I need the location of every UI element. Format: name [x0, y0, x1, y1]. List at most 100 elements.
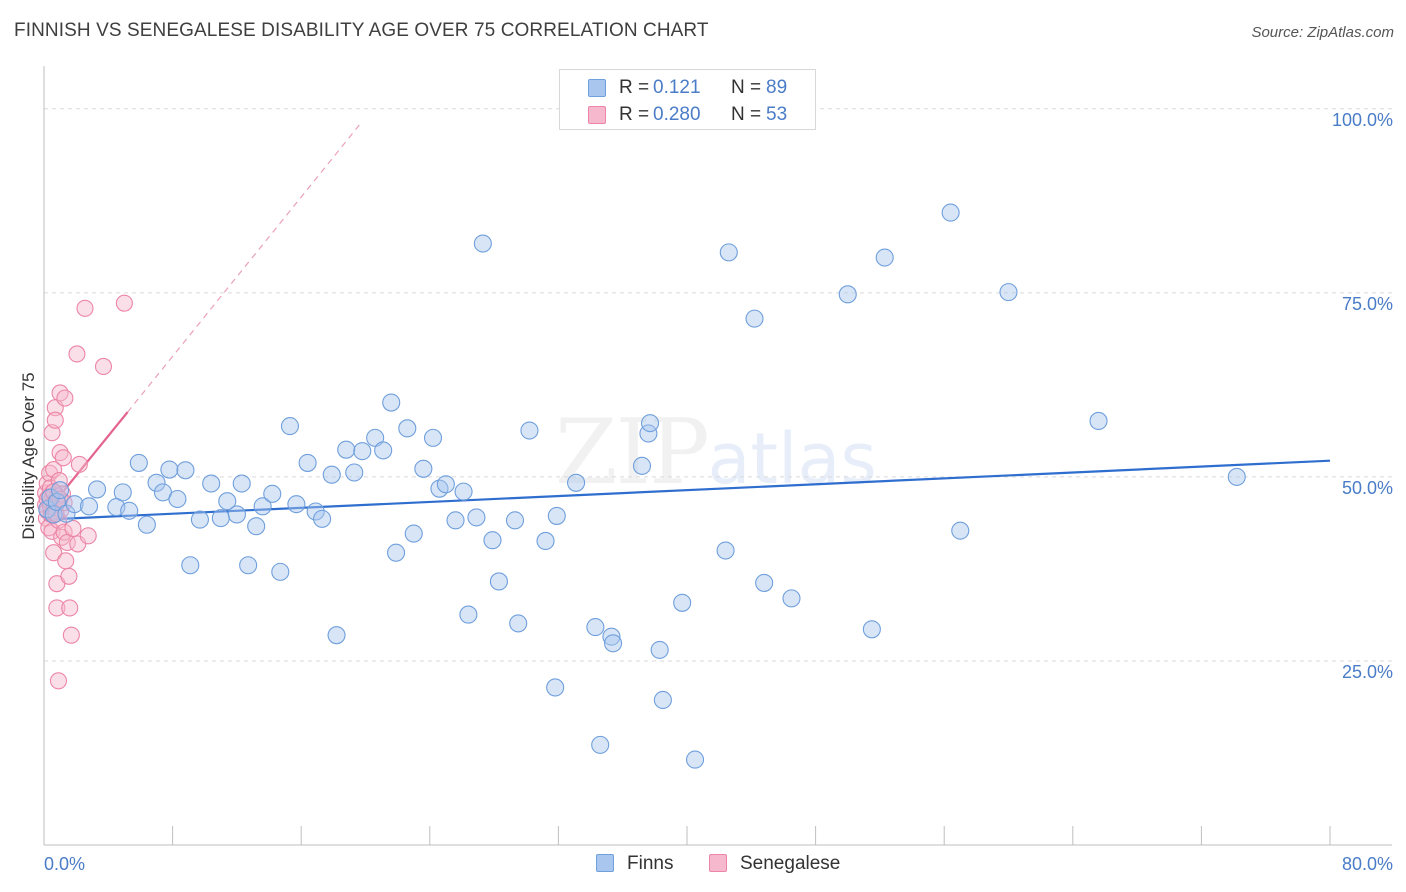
- finns-points: [38, 203, 1246, 769]
- finns-point: [673, 593, 692, 612]
- finns-point: [87, 480, 107, 499]
- finns-point: [322, 465, 341, 484]
- finns-point: [423, 428, 443, 447]
- finns-point: [263, 484, 282, 503]
- finns-point: [838, 285, 857, 304]
- finns-point: [47, 492, 66, 511]
- finns-point: [467, 508, 486, 527]
- r-value: 0.121: [653, 77, 701, 98]
- senegalese-point: [79, 527, 97, 545]
- finns-point: [567, 473, 586, 492]
- finns-point: [79, 497, 99, 516]
- y-tick-label: 25.0%: [1342, 662, 1393, 682]
- finns-point: [253, 497, 272, 516]
- finns-point: [168, 489, 187, 509]
- senegalese-point: [61, 599, 79, 617]
- finns-point: [190, 510, 209, 529]
- senegalese-point: [50, 472, 68, 490]
- trend-lines: [43, 120, 1331, 521]
- tick-labels: 25.0% 50.0% 75.0% 100.0% 0.0% 80.0%: [44, 110, 1393, 874]
- finns-point: [382, 393, 401, 412]
- senegalese-point: [45, 460, 63, 479]
- finns-point: [306, 502, 325, 521]
- finns-point: [374, 441, 393, 460]
- finns-point: [298, 453, 317, 472]
- finns-point: [227, 505, 246, 524]
- finns-point: [591, 735, 610, 754]
- finns-point: [337, 440, 356, 459]
- finns-point: [113, 483, 132, 502]
- r-label: R =: [619, 77, 650, 98]
- correlation-legend: R = 0.121 N = 89 R = 0.280 N = 53: [559, 69, 816, 130]
- finns-point: [202, 474, 221, 493]
- finns-point: [247, 517, 266, 536]
- finns-point: [509, 614, 528, 633]
- finns-point: [313, 509, 332, 528]
- senegalese-point: [46, 411, 64, 429]
- senegalese-point: [43, 424, 61, 442]
- finns-point: [685, 750, 705, 769]
- n-value: 89: [766, 77, 788, 98]
- finns-point: [1227, 467, 1246, 486]
- source-label: Source: ZipAtlas.com: [1251, 24, 1394, 41]
- finns-point: [745, 309, 764, 328]
- finns-point: [398, 419, 417, 438]
- finns-point: [287, 495, 306, 514]
- finns-point: [951, 521, 970, 540]
- finns-point: [536, 531, 555, 551]
- finns-point: [120, 501, 139, 520]
- finns-point: [941, 203, 960, 222]
- chart-title: FINNISH VS SENEGALESE DISABILITY AGE OVE…: [14, 20, 709, 41]
- senegalese-point: [43, 522, 61, 540]
- legend-row-senegalese: R = 0.280 N = 53: [560, 102, 815, 128]
- finns-trend-line: [43, 459, 1331, 521]
- finns-point: [640, 414, 660, 433]
- finns-point: [345, 463, 364, 482]
- watermark-zip: ZIP: [555, 400, 710, 505]
- finns-swatch: [588, 79, 606, 97]
- senegalese-point: [57, 552, 75, 570]
- finns-point: [239, 556, 258, 575]
- senegalese-point: [115, 294, 133, 312]
- finns-point: [137, 515, 156, 534]
- y-axis-label: Disability Age Over 75: [19, 372, 38, 539]
- finns-point: [602, 627, 621, 646]
- finns-point: [436, 475, 455, 494]
- senegalese-point: [51, 444, 69, 462]
- finns-point: [547, 506, 566, 525]
- finns-point: [327, 626, 346, 645]
- senegalese-point: [68, 345, 86, 363]
- senegalese-legend-swatch: [709, 854, 727, 872]
- legend-row-finns: R = 0.121 N = 89: [560, 75, 815, 101]
- finns-point: [414, 459, 433, 478]
- finns-point: [211, 509, 230, 528]
- finns-point: [271, 562, 290, 581]
- finns-point: [782, 589, 801, 608]
- finns-point: [51, 481, 70, 500]
- finns-point: [650, 640, 669, 659]
- finns-point: [160, 460, 179, 479]
- y-tick-label: 100.0%: [1332, 110, 1393, 130]
- finns-point: [232, 474, 251, 493]
- finns-point: [147, 473, 166, 492]
- senegalese-legend-label: Senegalese: [740, 853, 841, 874]
- finns-point: [586, 618, 605, 637]
- finns-point: [520, 421, 539, 440]
- finns-point: [489, 572, 508, 591]
- senegalese-point: [56, 389, 74, 407]
- finns-point: [181, 556, 200, 575]
- x-tick-label: 0.0%: [44, 854, 85, 874]
- x-tick-label: 80.0%: [1342, 854, 1393, 874]
- senegalese-point: [45, 544, 63, 562]
- senegalese-point: [51, 384, 69, 402]
- finns-point: [454, 482, 473, 501]
- finns-point: [459, 605, 478, 624]
- watermark: ZIPatlas: [555, 400, 877, 505]
- finns-point: [862, 620, 881, 639]
- finns-point: [386, 543, 406, 562]
- senegalese-point: [60, 567, 78, 585]
- finns-point: [999, 283, 1018, 302]
- finns-point: [716, 541, 735, 560]
- senegalese-point: [70, 455, 88, 473]
